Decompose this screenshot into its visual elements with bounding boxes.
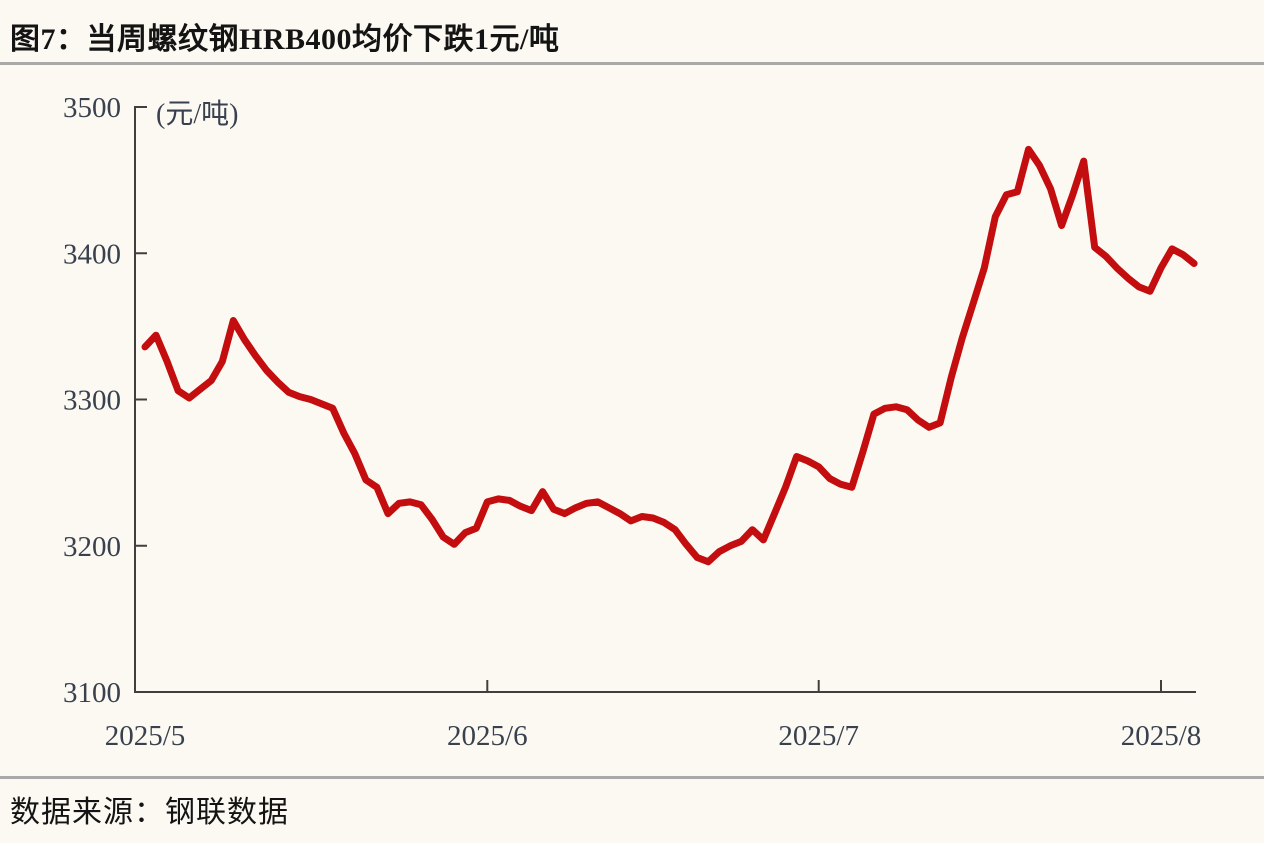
source-divider	[0, 776, 1264, 779]
title-divider	[0, 62, 1264, 65]
y-tick-label: 3100	[63, 677, 121, 709]
y-tick-label: 3200	[63, 531, 121, 563]
y-axis-unit-label: (元/吨)	[156, 99, 239, 130]
x-tick-label: 2025/7	[778, 720, 859, 752]
y-tick-label: 3300	[63, 385, 121, 417]
axis	[134, 106, 1196, 693]
price-line	[141, 145, 1198, 566]
tick-labels: 3500 3400 3300 3200 3100 2025/5 2025/6 2025/7 20…	[63, 92, 1201, 752]
y-tick-label: 3400	[63, 238, 121, 270]
x-tick-label: 2025/6	[447, 720, 528, 752]
y-tick-label: 3500	[63, 92, 121, 124]
data-source-label: 数据来源：钢联数据	[10, 796, 289, 829]
figure-title: 图7：当周螺纹钢HRB400均价下跌1元/吨	[10, 23, 560, 56]
x-tick-label: 2025/5	[105, 720, 186, 752]
axis-lines	[134, 106, 1196, 693]
x-tick-label: 2025/8	[1121, 720, 1202, 752]
